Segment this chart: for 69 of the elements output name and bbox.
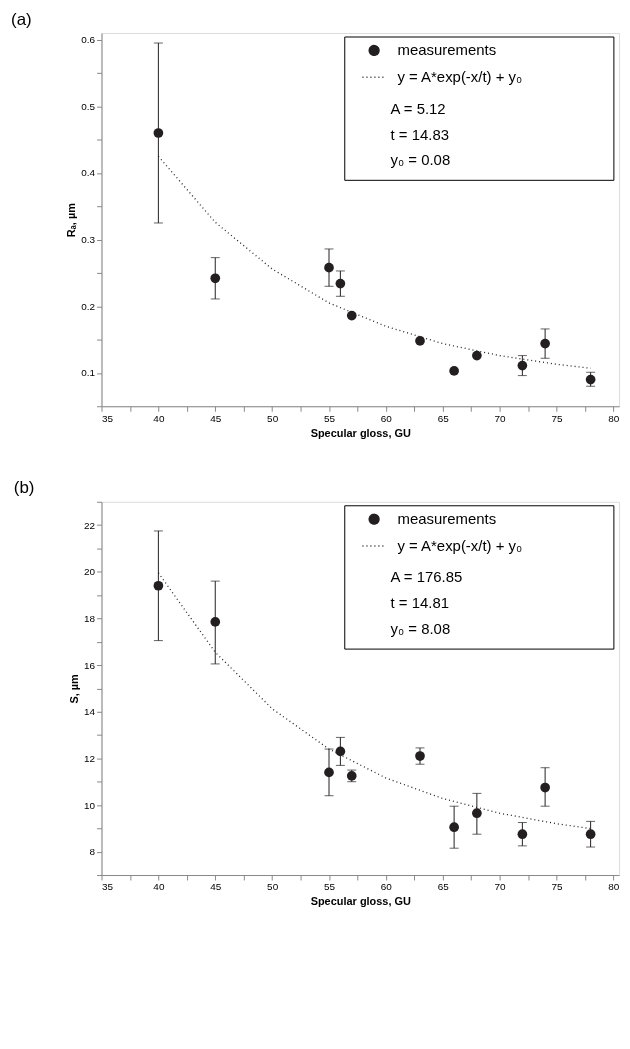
x-tick-label: 75 xyxy=(551,881,563,893)
legend-label: y = A*exp(-x/t) + y₀ xyxy=(397,68,523,86)
x-tick-label: 80 xyxy=(608,412,620,424)
point xyxy=(517,360,528,371)
point xyxy=(540,782,550,793)
x-tick-label: 55 xyxy=(323,412,336,424)
x-tick-label: 70 xyxy=(494,412,507,424)
point xyxy=(415,336,425,346)
point xyxy=(324,767,334,778)
y-tick-label: 0.5 xyxy=(81,100,96,112)
point xyxy=(210,273,221,284)
x-tick-label: 70 xyxy=(494,881,507,893)
x-tick-label: 75 xyxy=(551,412,563,424)
y-tick-label: 0.6 xyxy=(81,34,96,46)
legend-label: measurements xyxy=(397,510,497,528)
point xyxy=(210,617,221,627)
point xyxy=(472,808,482,819)
annotation: A = 5.12 xyxy=(390,99,446,117)
x-axis-title: Specular gloss, GU xyxy=(310,426,412,439)
y-tick-label: 0.3 xyxy=(81,234,96,246)
x-tick-label: 40 xyxy=(153,412,165,424)
point xyxy=(449,822,459,833)
x-tick-label: 45 xyxy=(210,881,222,893)
annotation: y₀ = 8.08 xyxy=(390,620,451,638)
x-tick-label: 80 xyxy=(608,881,620,893)
x-tick-label: 35 xyxy=(102,881,114,893)
annotation: A = 176.85 xyxy=(390,568,463,586)
annotation: t = 14.81 xyxy=(390,594,449,612)
x-tick-label: 45 xyxy=(210,412,222,424)
chart-title: (b) xyxy=(13,478,35,498)
x-tick-label: 65 xyxy=(437,881,450,893)
annotation: t = 14.83 xyxy=(390,125,449,143)
x-tick-label: 65 xyxy=(437,412,450,424)
y-tick-label: 0.1 xyxy=(81,367,96,379)
y-tick-label: 22 xyxy=(83,519,96,531)
x-tick-label: 40 xyxy=(153,881,165,893)
chart-title: (a) xyxy=(11,10,32,30)
x-tick-label: 50 xyxy=(267,412,279,424)
y-tick-label: 14 xyxy=(83,706,96,718)
legend-label: measurements xyxy=(397,41,497,59)
y-tick-label: 8 xyxy=(89,846,96,858)
x-tick-label: 50 xyxy=(267,881,279,893)
x-tick-label: 60 xyxy=(380,412,393,424)
y-tick-label: 18 xyxy=(83,612,96,624)
y-tick-label: 20 xyxy=(83,566,96,578)
y-axis-title: S, µm xyxy=(68,673,81,704)
point xyxy=(346,310,357,321)
y-axis-title: Rₐ, µm xyxy=(65,202,78,238)
point xyxy=(153,128,164,138)
x-tick-label: 55 xyxy=(323,881,336,893)
annotation: y₀ = 0.08 xyxy=(390,151,451,169)
y-tick-label: 0.2 xyxy=(81,300,96,312)
point xyxy=(324,262,334,273)
point xyxy=(449,366,459,376)
x-axis-title: Specular gloss, GU xyxy=(310,895,412,908)
y-tick-label: 0.4 xyxy=(81,167,96,179)
x-tick-label: 60 xyxy=(380,881,393,893)
y-tick-label: 16 xyxy=(83,659,96,671)
point xyxy=(415,751,425,761)
x-tick-label: 35 xyxy=(102,412,114,424)
y-tick-label: 12 xyxy=(83,752,96,764)
legend-label: y = A*exp(-x/t) + y₀ xyxy=(397,537,523,555)
point xyxy=(335,278,346,289)
point xyxy=(153,580,164,591)
point xyxy=(540,338,550,349)
y-tick-label: 10 xyxy=(83,799,96,811)
point xyxy=(517,829,528,840)
point xyxy=(585,829,596,840)
point xyxy=(472,350,482,361)
